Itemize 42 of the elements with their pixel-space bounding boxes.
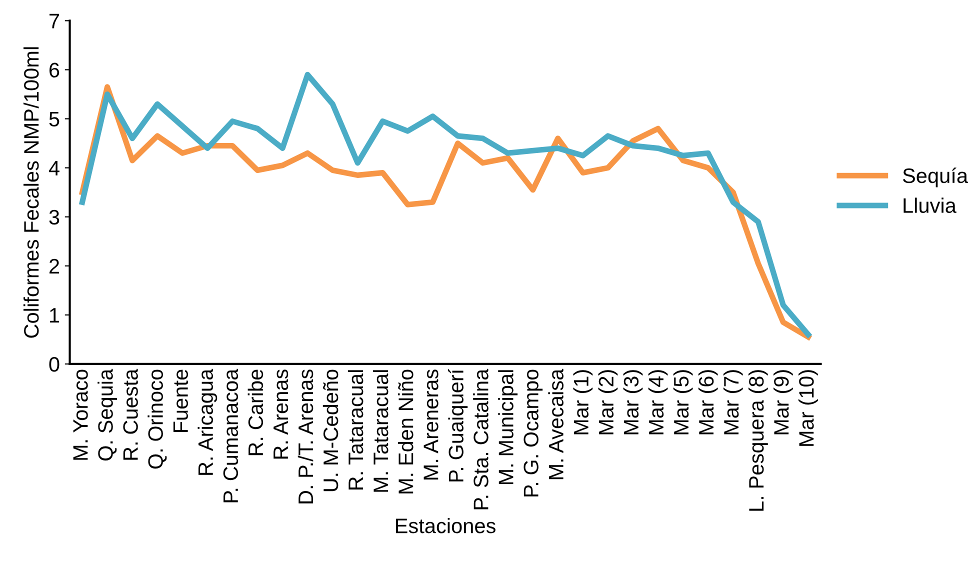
x-tick-label: R. Cuesta xyxy=(123,368,138,460)
x-tick-label: Fuente xyxy=(173,370,188,432)
y-tick-label: 0 xyxy=(49,356,60,372)
x-tick-label: P. G. Ocampo xyxy=(524,370,543,496)
x-tick-label: D. P./T. Arenas xyxy=(298,370,314,504)
y-tick-label: 6 xyxy=(50,62,60,78)
x-tick-label: Mar (7) xyxy=(723,370,743,434)
x-tick-label: M. Areneras xyxy=(424,370,438,480)
x-tick-label: Mar (9) xyxy=(773,370,793,434)
x-tick-label: R. Tataracual xyxy=(348,370,364,490)
x-tick-label: M. Avecaisa xyxy=(548,368,564,480)
x-axis-title: Estaciones xyxy=(396,518,496,534)
x-tick-label: Mar (6) xyxy=(698,370,718,434)
x-tick-label: R. Caribe xyxy=(248,370,264,456)
y-tick-label: 3 xyxy=(49,210,60,225)
x-tick-label: Mar (4) xyxy=(648,370,668,434)
legend-label: Sequía xyxy=(902,168,968,188)
x-tick-label: R. Arenas xyxy=(274,370,288,459)
y-tick-label: 7 xyxy=(50,14,59,28)
x-tick-label: Mar (2) xyxy=(598,370,618,434)
x-tick-label: Mar (3) xyxy=(623,370,643,434)
x-tick-label: L. Pesquera (8) xyxy=(748,370,768,511)
x-tick-label: P. Cumanacoa xyxy=(223,368,238,502)
x-tick-label: M. Eden Niño xyxy=(398,370,414,494)
x-tick-label: Mar (1) xyxy=(573,370,593,434)
x-tick-label: M. Tataracual xyxy=(372,370,388,492)
x-tick-label: P. Guaiquerí xyxy=(448,368,468,482)
legend-label: Lluvia xyxy=(904,198,956,213)
x-tick-label: U. M-Cedeño xyxy=(322,370,338,492)
x-tick-label: M. Yoraco xyxy=(73,370,88,460)
x-tick-label: Mar (10) xyxy=(798,370,818,446)
y-tick-label: 4 xyxy=(48,161,60,176)
y-tick-label: 2 xyxy=(50,258,59,274)
x-tick-label: Q. Orinoco xyxy=(148,370,167,469)
x-tick-label: M. Municipal xyxy=(498,370,518,484)
y-axis-title: Coliformes Fecales NMP/100ml xyxy=(23,47,39,338)
x-tick-label: P. Sta. Catalina xyxy=(473,368,488,510)
y-tick-label: 5 xyxy=(49,112,60,127)
x-tick-label: Mar (5) xyxy=(673,370,693,434)
x-tick-label: Q. Sequia xyxy=(98,368,118,460)
y-tick-label: 1 xyxy=(50,308,60,322)
x-tick-label: R. Aricagua xyxy=(198,368,218,475)
